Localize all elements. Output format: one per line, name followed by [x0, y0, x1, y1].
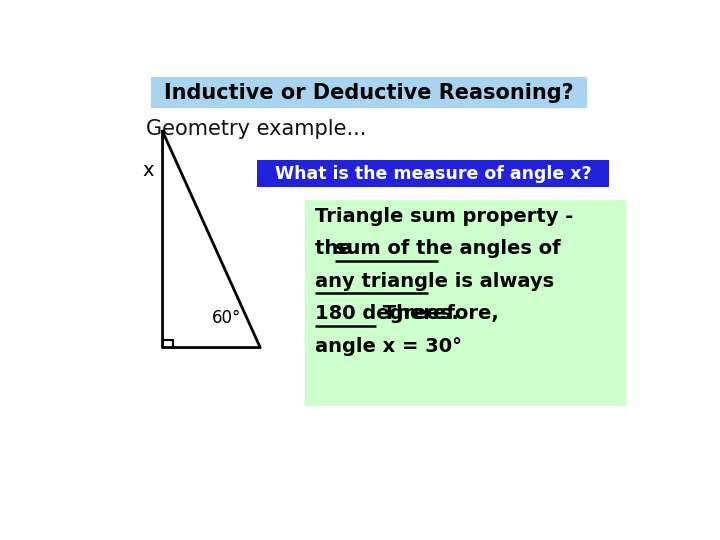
Text: Therefore,: Therefore, — [377, 305, 499, 323]
Text: Inductive or Deductive Reasoning?: Inductive or Deductive Reasoning? — [164, 83, 574, 103]
Text: What is the measure of angle x?: What is the measure of angle x? — [275, 165, 592, 183]
Text: Triangle sum property -: Triangle sum property - — [315, 207, 573, 226]
Text: the: the — [315, 240, 359, 259]
FancyBboxPatch shape — [258, 160, 609, 187]
Text: x: x — [143, 161, 154, 180]
Text: sum of the angles of: sum of the angles of — [336, 240, 561, 259]
Text: angle x = 30°: angle x = 30° — [315, 337, 462, 356]
FancyBboxPatch shape — [305, 200, 626, 406]
Text: Geometry example...: Geometry example... — [145, 119, 366, 139]
Text: 60°: 60° — [212, 309, 241, 327]
Text: 180 degrees.: 180 degrees. — [315, 305, 459, 323]
FancyBboxPatch shape — [151, 77, 587, 109]
Text: any triangle is always: any triangle is always — [315, 272, 554, 291]
